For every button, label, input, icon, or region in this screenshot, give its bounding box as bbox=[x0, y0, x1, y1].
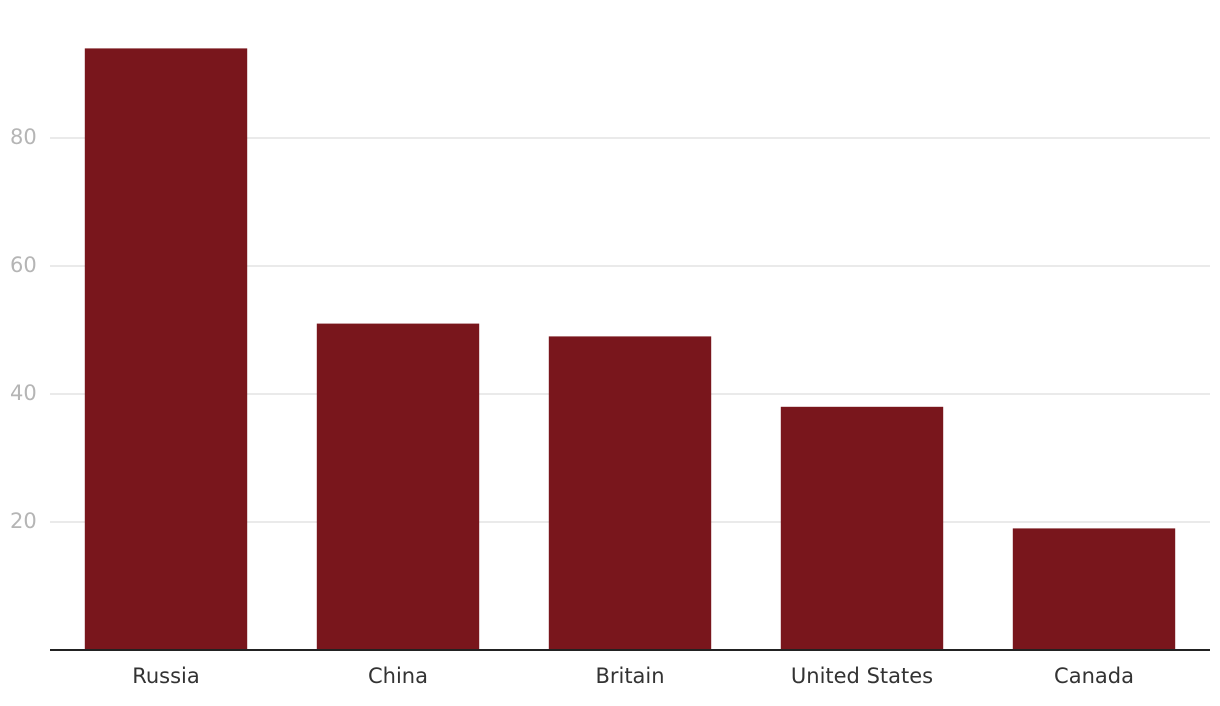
bar bbox=[84, 48, 248, 650]
x-tick-label: United States bbox=[791, 664, 933, 688]
y-tick-label: 40 bbox=[10, 381, 37, 405]
x-tick-label: Britain bbox=[595, 664, 664, 688]
x-tick-label: Russia bbox=[132, 664, 200, 688]
x-tick-label: China bbox=[368, 664, 428, 688]
bar bbox=[780, 406, 944, 650]
y-tick-label: 60 bbox=[10, 253, 37, 277]
bar bbox=[548, 336, 712, 650]
x-tick-label: Canada bbox=[1054, 664, 1134, 688]
bar bbox=[1012, 528, 1176, 650]
bar bbox=[316, 323, 480, 650]
y-tick-label: 20 bbox=[10, 509, 37, 533]
y-tick-label: 80 bbox=[10, 125, 37, 149]
